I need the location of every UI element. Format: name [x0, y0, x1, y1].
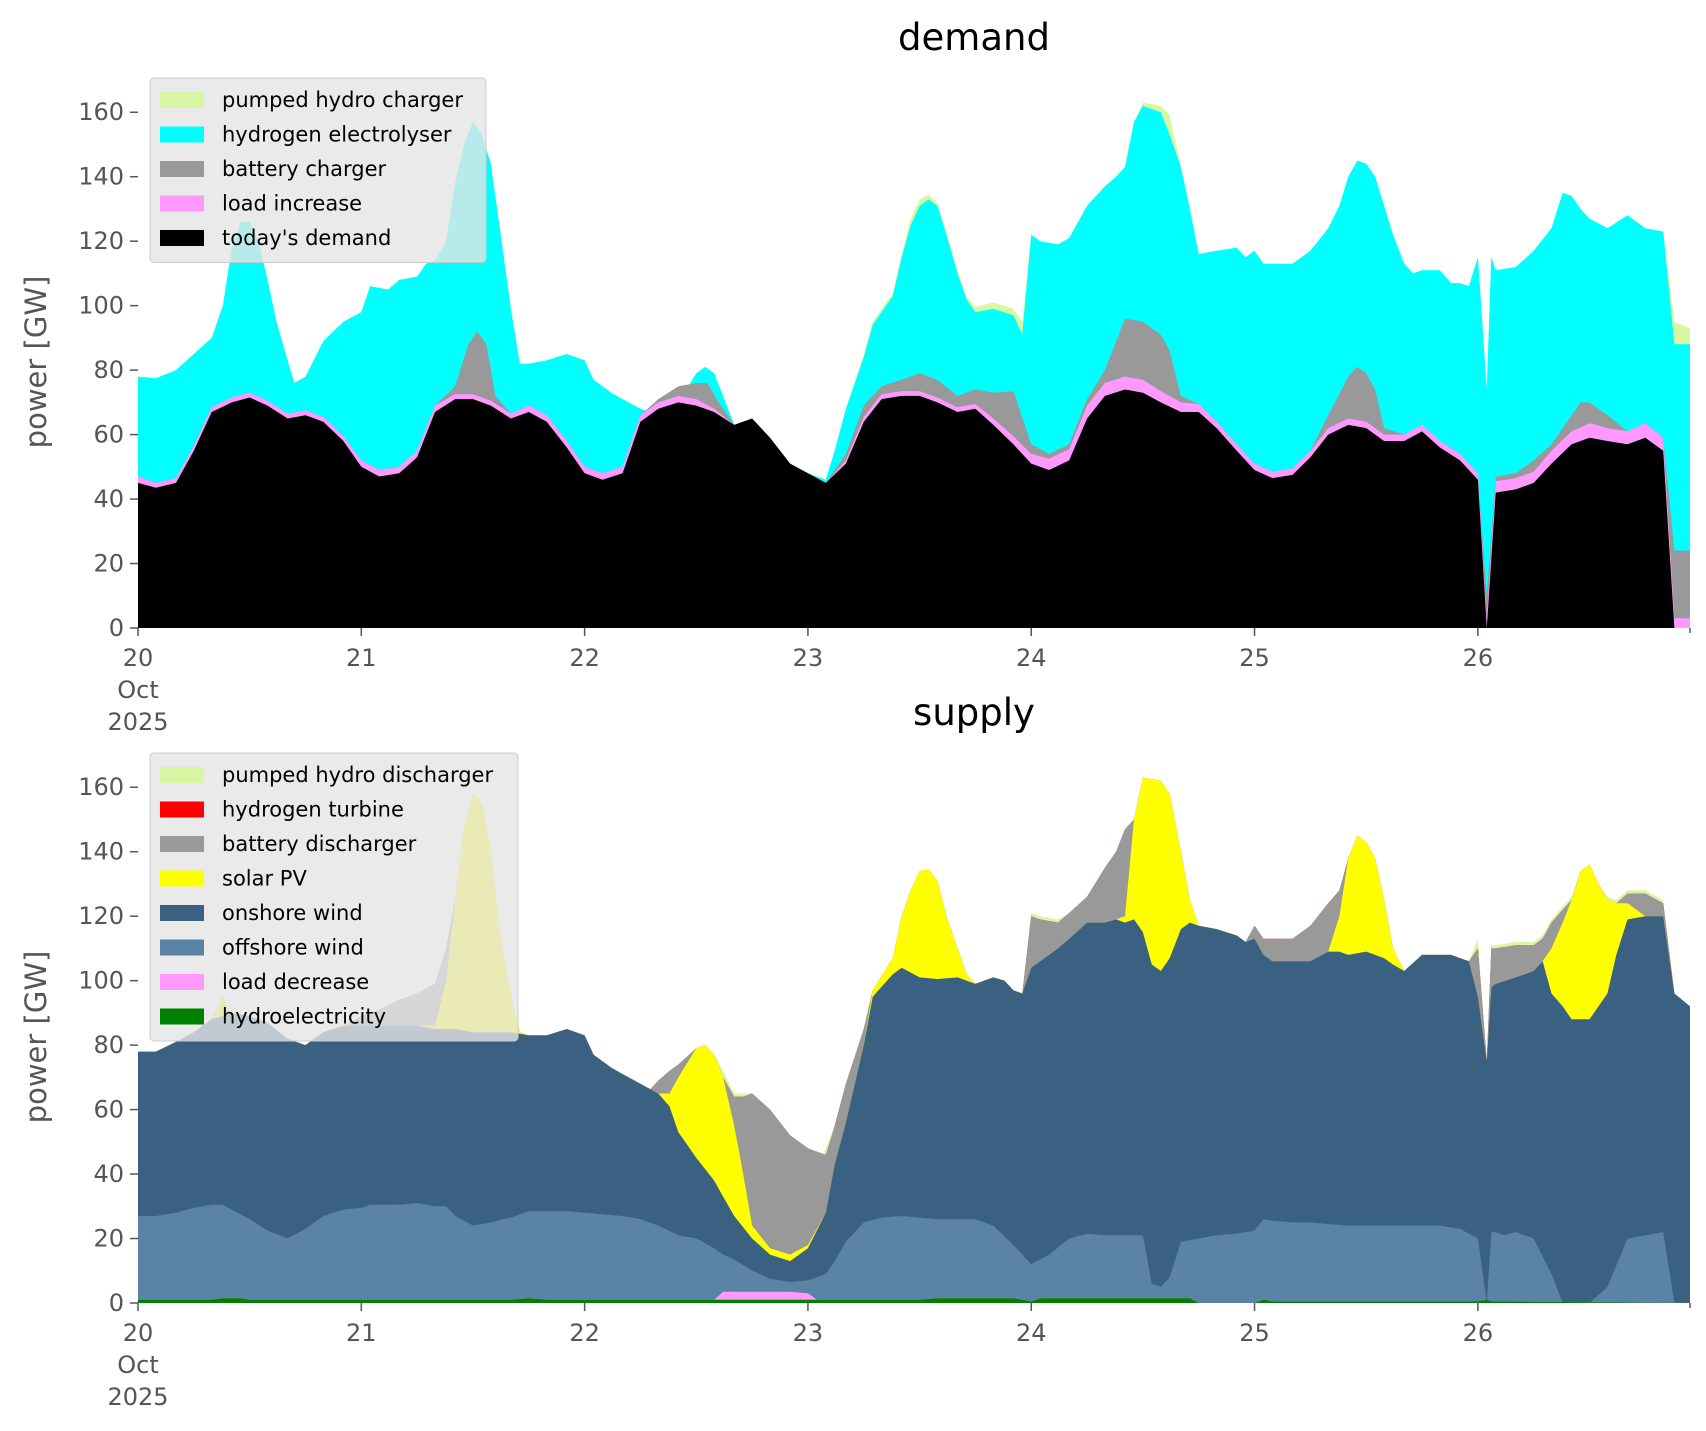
- x-tick-label: 24: [1016, 644, 1047, 672]
- y-tick-label: 40: [93, 485, 124, 513]
- legend-swatch-onshore-wind: [160, 905, 204, 921]
- x-tick-label: Oct: [117, 676, 159, 704]
- legend-swatch-offshore-wind: [160, 939, 204, 956]
- legend-label-pumped-hydro-discharger: pumped hydro discharger: [222, 763, 493, 787]
- x-tick-label: 25: [1239, 1319, 1270, 1347]
- y-tick-label: 0: [109, 1289, 124, 1317]
- legend-swatch-pumped-hydro-discharger: [160, 767, 204, 783]
- y-tick-label: 120: [78, 227, 124, 255]
- legend-swatch-hydrogen-turbine: [160, 801, 204, 818]
- y-tick-label: 0: [109, 614, 124, 642]
- y-tick-label: 160: [78, 773, 124, 801]
- legend-swatch-hydrogen-electrolyser: [160, 126, 204, 143]
- legend-swatch-pumped-hydro-charger: [160, 92, 204, 108]
- y-tick-label: 100: [78, 292, 124, 320]
- legend-label-today-s-demand: today's demand: [222, 226, 391, 250]
- legend-swatch-hydroelectricity: [160, 1008, 204, 1025]
- y-tick-label: 160: [78, 98, 124, 126]
- y-tick-label: 140: [78, 163, 124, 191]
- x-tick-label: Oct: [117, 1351, 159, 1379]
- legend-label-load-increase: load increase: [222, 192, 362, 216]
- y-tick-label: 80: [93, 1031, 124, 1059]
- chart-title-demand: demand: [898, 16, 1050, 59]
- y-tick-label: 20: [93, 550, 124, 578]
- x-tick-label: 21: [346, 1319, 377, 1347]
- legend-demand: pumped hydro charger hydrogen electrolyse…: [149, 77, 487, 263]
- chart-title-supply: supply: [913, 691, 1035, 734]
- x-tick-label: 22: [569, 1319, 600, 1347]
- y-axis-label: power [GW]: [19, 276, 53, 449]
- area-demand-today-s-demand: [138, 389, 1690, 628]
- x-tick-label: 25: [1239, 644, 1270, 672]
- x-tick-label: 20: [123, 644, 154, 672]
- y-tick-label: 120: [78, 902, 124, 930]
- x-tick-label: 22: [569, 644, 600, 672]
- area-supply-hydroelectricity: [138, 1298, 1690, 1303]
- y-tick-label: 80: [93, 356, 124, 384]
- y-tick-label: 140: [78, 838, 124, 866]
- legend-swatch-load-decrease: [160, 974, 204, 990]
- x-tick-label: 20: [123, 1319, 154, 1347]
- legend-label-onshore-wind: onshore wind: [222, 901, 363, 925]
- x-tick-label: 2025: [107, 1383, 168, 1411]
- y-axis-label: power [GW]: [19, 951, 53, 1124]
- legend-label-hydrogen-turbine: hydrogen turbine: [222, 798, 404, 822]
- legend-label-offshore-wind: offshore wind: [222, 936, 364, 960]
- legend-swatch-battery-charger: [160, 161, 204, 177]
- x-tick-label: 26: [1463, 644, 1494, 672]
- x-tick-label: 24: [1016, 1319, 1047, 1347]
- y-tick-label: 100: [78, 967, 124, 995]
- legend-label-load-decrease: load decrease: [222, 970, 369, 994]
- y-tick-label: 60: [93, 421, 124, 449]
- x-tick-label: 21: [346, 644, 377, 672]
- legend-box: [149, 77, 487, 263]
- legend-label-battery-discharger: battery discharger: [222, 832, 417, 856]
- legend-swatch-battery-discharger: [160, 836, 204, 852]
- legend-box: [149, 752, 519, 1042]
- legend-supply: pumped hydro discharger hydrogen turbine b…: [149, 752, 519, 1042]
- x-tick-label: 23: [793, 1319, 824, 1347]
- y-tick-label: 20: [93, 1225, 124, 1253]
- legend-label-solar-pv: solar PV: [222, 867, 307, 891]
- legend-swatch-solar-pv: [160, 870, 204, 887]
- legend-swatch-load-increase: [160, 195, 204, 212]
- legend-label-hydrogen-electrolyser: hydrogen electrolyser: [222, 123, 452, 147]
- y-tick-label: 60: [93, 1096, 124, 1124]
- y-tick-label: 40: [93, 1160, 124, 1188]
- legend-swatch-today-s-demand: [160, 230, 204, 246]
- x-tick-label: 26: [1463, 1319, 1494, 1347]
- legend-label-hydroelectricity: hydroelectricity: [222, 1005, 386, 1029]
- area-supply-onshore-wind: [138, 916, 1690, 1303]
- x-tick-label: 23: [793, 644, 824, 672]
- legend-label-battery-charger: battery charger: [222, 157, 387, 181]
- area-supply-offshore-wind: [138, 1203, 1690, 1303]
- legend-label-pumped-hydro-charger: pumped hydro charger: [222, 88, 463, 112]
- x-tick-label: 2025: [107, 708, 168, 736]
